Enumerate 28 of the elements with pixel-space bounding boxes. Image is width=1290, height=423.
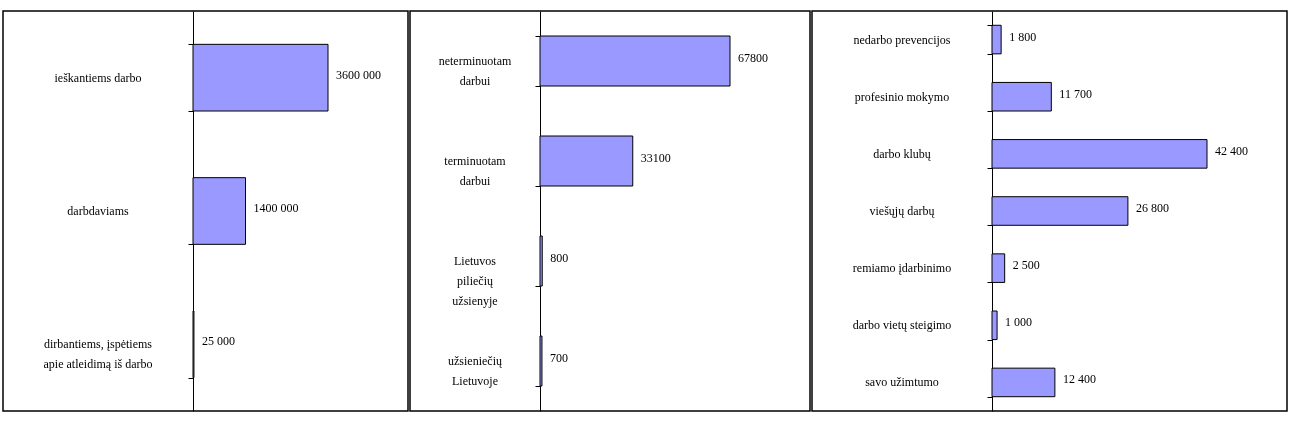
data-label: 33100: [640, 151, 671, 165]
data-label: 67800: [738, 51, 768, 65]
data-label: 1 800: [1009, 29, 1037, 44]
y-tick-label: užsieniečių Lietuvoje: [448, 354, 502, 388]
y-tick-label: darbo vietų steigimo: [852, 318, 952, 333]
data-label: 42 400: [1215, 143, 1248, 158]
data-label: 25 000: [201, 334, 235, 349]
y-tick-label: terminuotam darbui: [444, 154, 507, 188]
data-label: 11 700: [1059, 86, 1092, 101]
y-tick-label: ieškantiems darbo: [54, 70, 142, 85]
y-tick-label: profesinio mokymo: [854, 89, 950, 104]
data-label: 1 000: [1005, 315, 1033, 330]
y-tick-label: neterminuotam darbui: [438, 54, 512, 88]
data-label: 1400 000: [253, 201, 299, 215]
data-label: 26 800: [1135, 201, 1169, 215]
y-tick-label: remiamo įdarbinimo: [852, 261, 952, 276]
data-label: 2 500: [1012, 258, 1040, 273]
y-tick-label: Lietuvos piliečių užsienyje: [452, 254, 498, 308]
y-tick-label: darbdaviams: [67, 204, 129, 218]
y-tick-label: nedarbo prevencijos: [853, 32, 951, 47]
y-tick-label: savo užimtumo: [865, 375, 939, 390]
y-tick-label: dirbantiems, įspėtiems apie atleidimą iš darbo: [43, 337, 153, 372]
y-tick-label: viešųjų darbų: [869, 204, 935, 218]
data-label: 700: [549, 351, 568, 365]
data-label: 3600 000: [336, 67, 381, 82]
y-tick-label: darbo klubų: [873, 146, 931, 161]
data-label: 800: [550, 251, 569, 265]
data-label: 12 400: [1062, 372, 1096, 387]
